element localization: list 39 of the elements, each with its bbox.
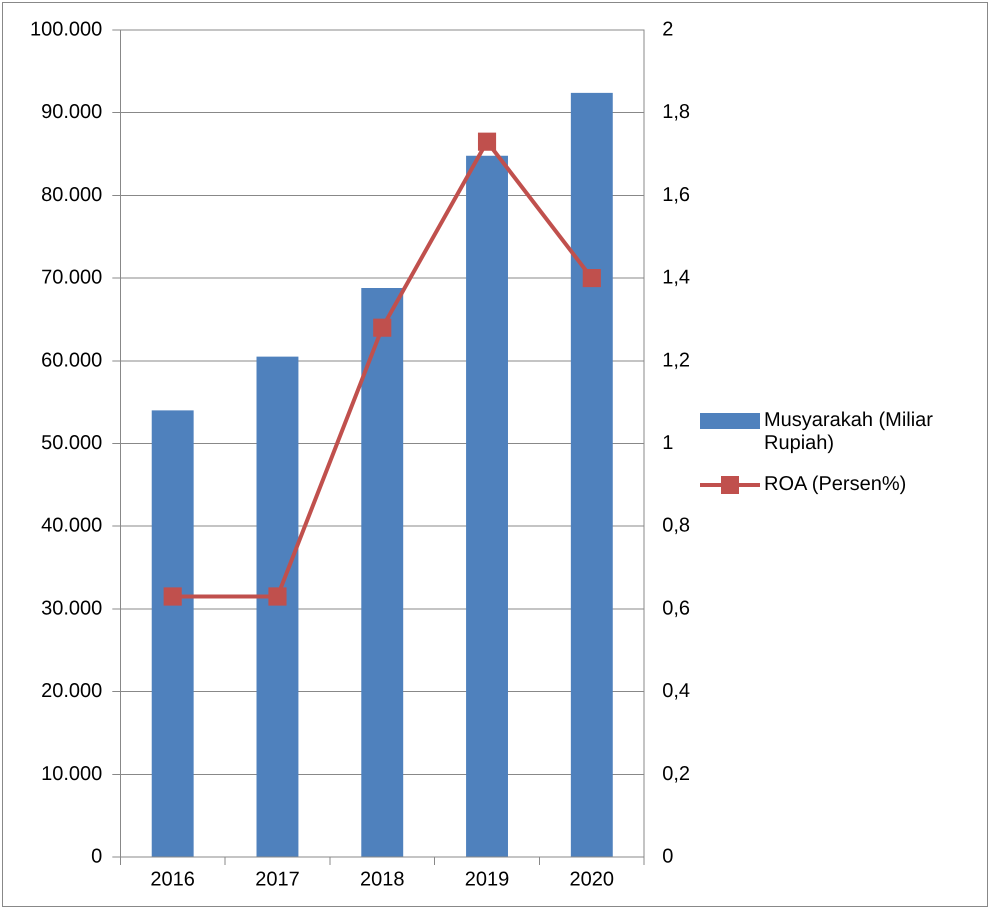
y-tick-label: 20.000 [41,680,102,702]
bar [466,156,508,856]
y2-tick-label: 0 [662,846,674,868]
bar [570,92,613,856]
y-tick-label: 60.000 [41,349,102,372]
y2-tick-label: 1,2 [662,349,690,372]
y-tick-label: 10.000 [41,762,102,785]
y2-tick-label: 0,2 [662,762,690,785]
point [164,587,182,606]
point [268,587,287,606]
x-tick-label: 2017 [255,868,300,891]
bar [361,288,404,856]
x-tick-label: 2018 [360,868,404,891]
y-tick-label: 100.000 [30,18,102,41]
y2-tick-label: 1,6 [662,184,690,206]
point [373,318,392,337]
y2-tick-label: 1 [662,432,674,454]
x-tick-label: 2016 [150,868,195,891]
legend-label: Musyarakah (Miliar Rupiah) [764,408,934,454]
y-tick-label: 0 [91,846,102,868]
y-tick-label: 50.000 [41,432,102,454]
bar [256,356,298,856]
bar [152,410,194,856]
y-tick-label: 40.000 [41,514,102,537]
y-tick-label: 90.000 [41,101,102,124]
legend-label: ROA (Persen%) [764,472,906,496]
y2-tick-label: 2 [662,18,674,41]
y2-tick-label: 0,6 [662,597,690,620]
y-tick-label: 80.000 [41,184,102,206]
y-tick-label: 70.000 [41,266,102,289]
point [478,132,496,151]
y2-tick-label: 1,8 [662,101,690,124]
x-tick-label: 2020 [570,868,614,891]
y-tick-label: 30.000 [41,597,102,620]
x-tick-label: 2019 [464,868,510,891]
y2-tick-label: 1,4 [662,266,690,289]
point [582,269,601,288]
y2-tick-label: 0,4 [662,680,690,702]
y2-tick-label: 0,8 [662,514,690,537]
